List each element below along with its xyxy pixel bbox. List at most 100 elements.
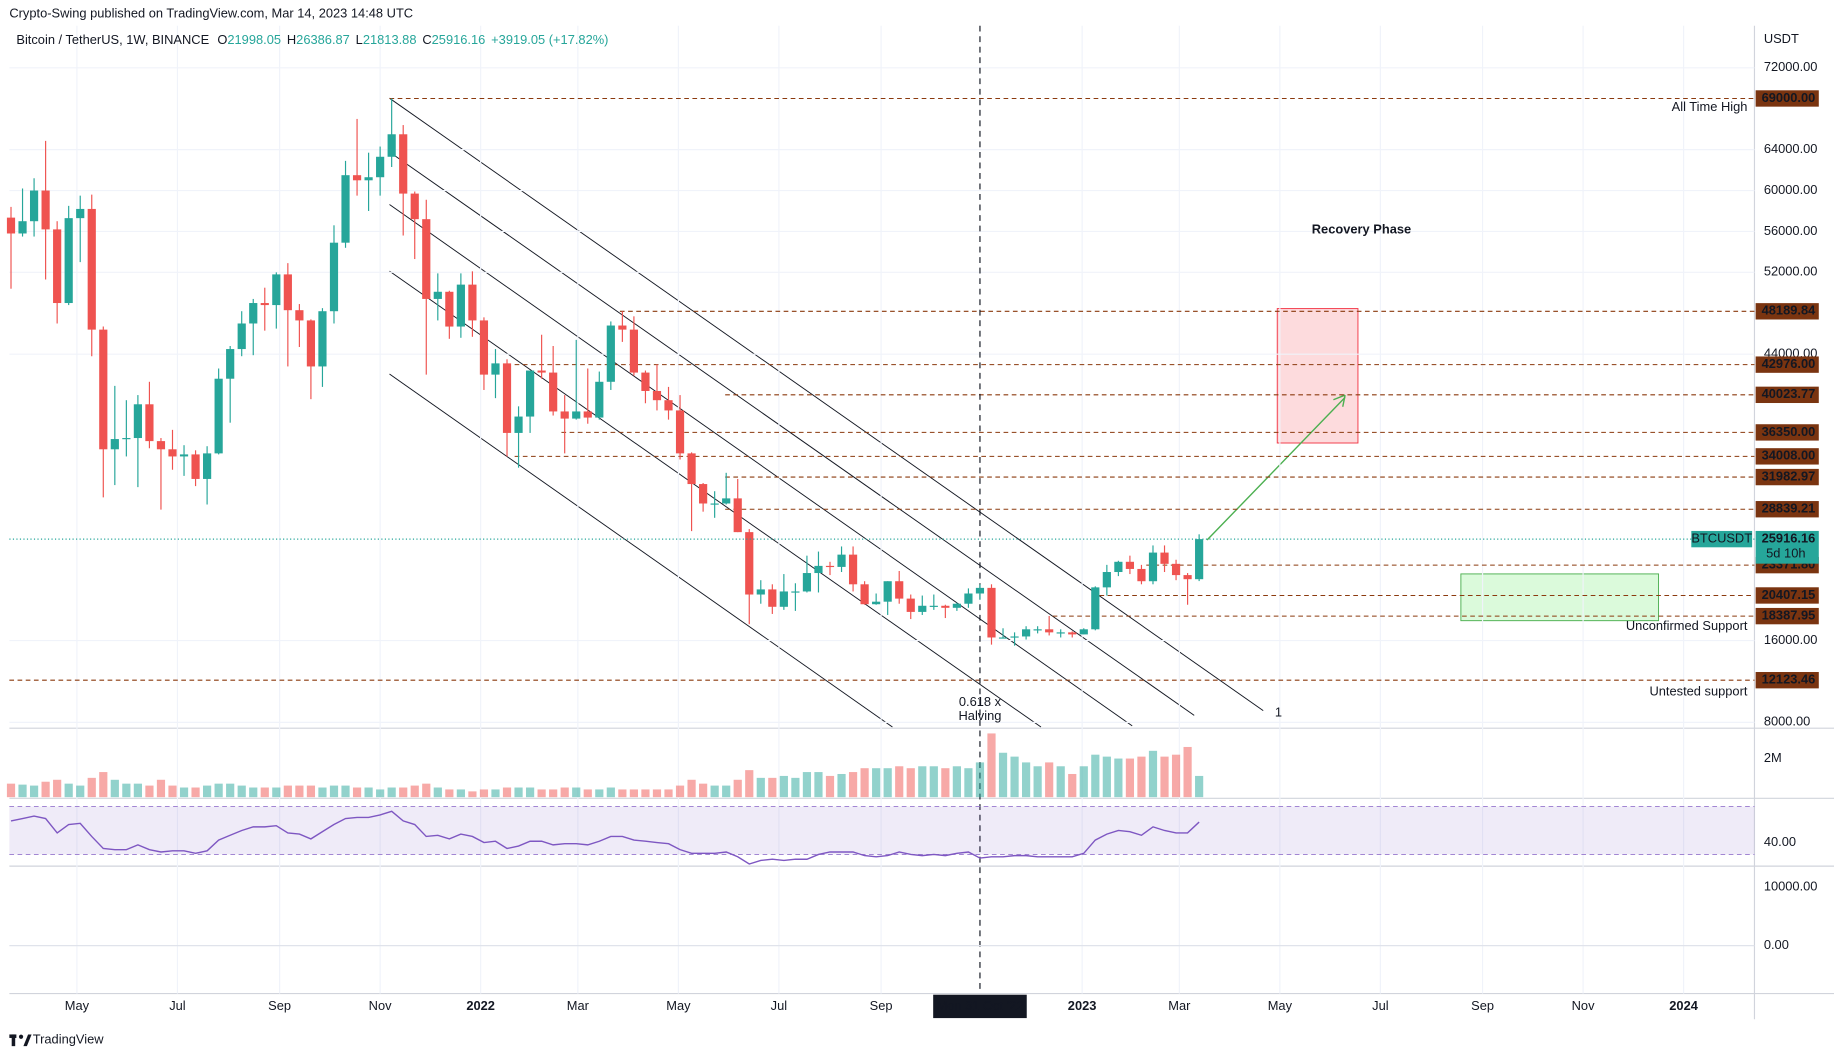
legend-value: 21998.05: [227, 32, 281, 47]
annotation: Recovery Phase: [1312, 222, 1411, 237]
volume-bar: [260, 787, 269, 798]
volume-bar: [549, 789, 558, 798]
candle-body: [295, 310, 304, 321]
x-tick-label: May: [65, 998, 90, 1013]
volume-bar: [664, 789, 673, 798]
candle-body: [987, 587, 996, 638]
candle-body: [318, 311, 327, 367]
volume-tick-label: 2M: [1764, 750, 1782, 765]
x-tick-label: Mar: [1168, 998, 1191, 1013]
volume-bar: [295, 785, 304, 798]
volume-bar: [179, 787, 189, 798]
candle-body: [1022, 629, 1031, 637]
volume-bar: [479, 789, 489, 798]
candle-body: [445, 291, 454, 327]
x-tick-label: 2024: [1669, 998, 1698, 1013]
candle-body: [895, 581, 904, 599]
volume-bar: [687, 779, 696, 798]
macd-tick-label: 10000.00: [1764, 879, 1818, 894]
candle-body: [491, 363, 500, 375]
volume-bar: [1171, 754, 1181, 798]
candle-body: [1045, 629, 1054, 633]
volume-bar: [491, 789, 500, 798]
volume-bar: [998, 752, 1008, 798]
volume-bar: [652, 789, 662, 798]
candle-body: [364, 177, 373, 181]
candle-body: [1160, 552, 1169, 564]
volume-bar: [122, 783, 131, 798]
level-box: [1755, 501, 1819, 518]
candle-body: [733, 498, 742, 533]
volume-bar: [1068, 773, 1077, 798]
legend-key: L: [356, 32, 363, 47]
candle-body: [756, 589, 765, 595]
candle-body: [329, 242, 339, 312]
x-tick-label: 2022: [466, 998, 495, 1013]
candle-body: [825, 565, 835, 568]
volume-bar: [1045, 762, 1054, 798]
volume-bar: [791, 777, 800, 798]
y-tick-label: 72000.00: [1764, 59, 1818, 74]
support-zone: [1460, 573, 1660, 622]
candle-body: [122, 438, 131, 440]
volume-bar: [318, 787, 327, 798]
channel-line: [389, 270, 1042, 728]
volume-bar: [848, 772, 858, 798]
y-tick-label: 16000.00: [1764, 632, 1818, 647]
candle-body: [618, 325, 627, 330]
volume-bar: [860, 768, 869, 798]
volume-bar: [329, 785, 339, 798]
volume-bar: [6, 783, 16, 798]
volume-bar: [883, 768, 892, 798]
annotation: 1: [1275, 704, 1282, 719]
x-tick-label: Nov: [1572, 998, 1595, 1013]
volume-bar: [572, 787, 581, 798]
candle-body: [433, 291, 442, 299]
volume-bar: [422, 783, 431, 798]
volume-bar: [364, 787, 373, 798]
arrow-head: [1333, 394, 1346, 407]
volume-bar: [352, 787, 362, 798]
candle-body: [583, 411, 592, 418]
legend-value: 25916.16: [432, 32, 486, 47]
volume-bar: [306, 785, 316, 798]
candle-body: [341, 175, 350, 243]
level-box: [1755, 424, 1819, 441]
annotation: All Time High: [1672, 99, 1748, 114]
candle-body: [272, 274, 281, 306]
x-tick-label: Jul: [169, 998, 185, 1013]
level-label: 36350.00: [1762, 424, 1816, 439]
logo-part: [23, 1034, 32, 1047]
candle-body: [283, 274, 292, 311]
volume-bar: [745, 770, 754, 798]
volume-bar: [502, 787, 512, 798]
x-tick-label: Jul: [1372, 998, 1388, 1013]
volume-bar: [618, 789, 627, 798]
candle-body: [168, 449, 177, 457]
candle-body: [722, 498, 731, 504]
candle-body: [525, 370, 535, 417]
volume-bar: [1137, 756, 1146, 798]
candle-body: [399, 134, 408, 194]
currency: USDT: [1764, 31, 1799, 46]
candle-body: [745, 532, 754, 595]
candle-body: [1068, 632, 1077, 635]
countdown: 5d 10h: [1766, 546, 1805, 561]
level-label: 18387.95: [1762, 608, 1816, 623]
candle-body: [502, 363, 512, 433]
volume-bar: [76, 785, 85, 798]
annotation: 0.618 x: [959, 694, 1002, 709]
candle-body: [964, 593, 973, 604]
volume-bar: [802, 772, 812, 798]
candle-body: [814, 565, 823, 574]
candle-body: [1171, 563, 1181, 576]
volume-bar: [214, 783, 223, 798]
candle-body: [710, 503, 719, 505]
candle-body: [422, 219, 431, 299]
volume-bar: [952, 766, 961, 798]
last-price-label: 25916.16: [1762, 531, 1816, 546]
volume-bar: [376, 789, 385, 798]
volume-bar: [710, 785, 719, 798]
